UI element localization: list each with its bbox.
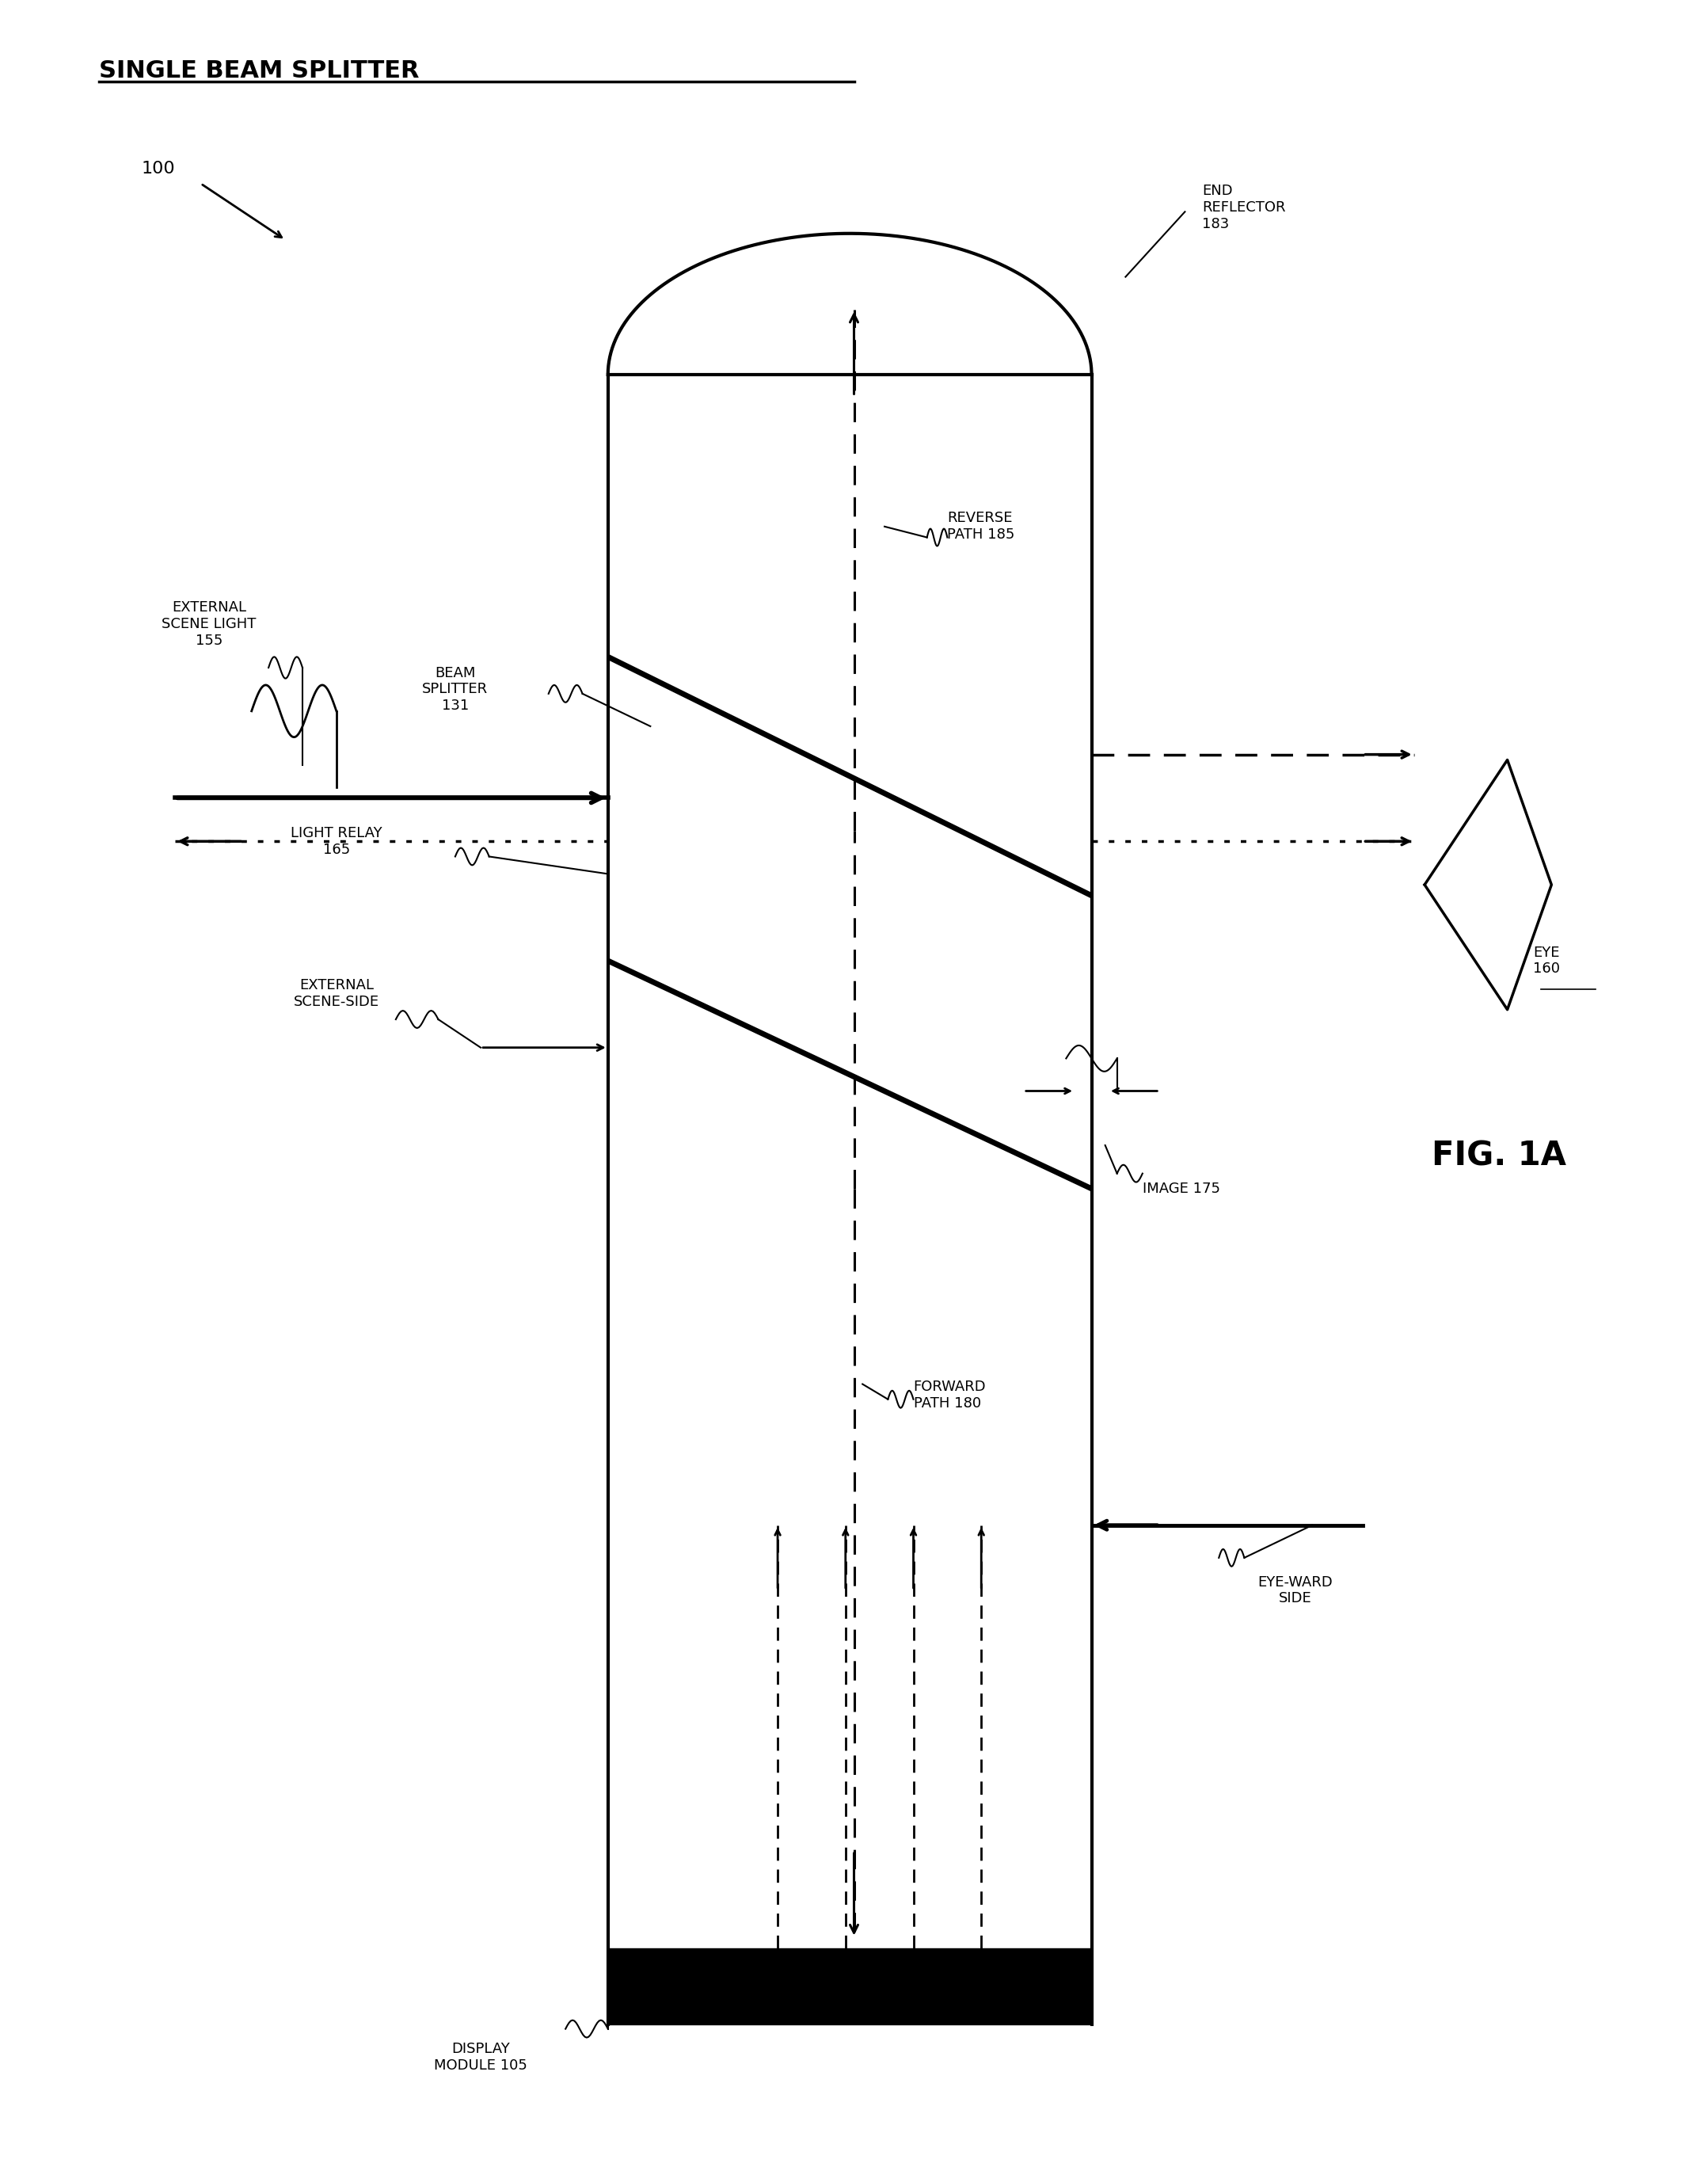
Text: 100: 100 [142, 161, 176, 177]
Text: FORWARD
PATH 180: FORWARD PATH 180 [914, 1379, 986, 1410]
Text: EXTERNAL
SCENE-SIDE: EXTERNAL SCENE-SIDE [294, 978, 379, 1008]
Text: END
REFLECTOR
183: END REFLECTOR 183 [1202, 183, 1286, 231]
Text: EYE-WARD
SIDE: EYE-WARD SIDE [1257, 1575, 1332, 1606]
Text: REVERSE
PATH 185: REVERSE PATH 185 [948, 511, 1015, 541]
Text: LIGHT RELAY
165: LIGHT RELAY 165 [290, 827, 383, 858]
Text: FIG. 1A: FIG. 1A [1431, 1139, 1566, 1172]
Bar [608, 1949, 1091, 2025]
Text: SINGLE BEAM SPLITTER: SINGLE BEAM SPLITTER [99, 59, 418, 83]
Text: BEAM
SPLITTER
131: BEAM SPLITTER 131 [422, 666, 488, 714]
Text: EXTERNAL
SCENE LIGHT
155: EXTERNAL SCENE LIGHT 155 [162, 600, 256, 648]
Text: IMAGE 175: IMAGE 175 [1143, 1183, 1220, 1196]
Text: DISPLAY
MODULE 105: DISPLAY MODULE 105 [434, 2042, 528, 2073]
Text: EYE
160: EYE 160 [1532, 945, 1559, 975]
